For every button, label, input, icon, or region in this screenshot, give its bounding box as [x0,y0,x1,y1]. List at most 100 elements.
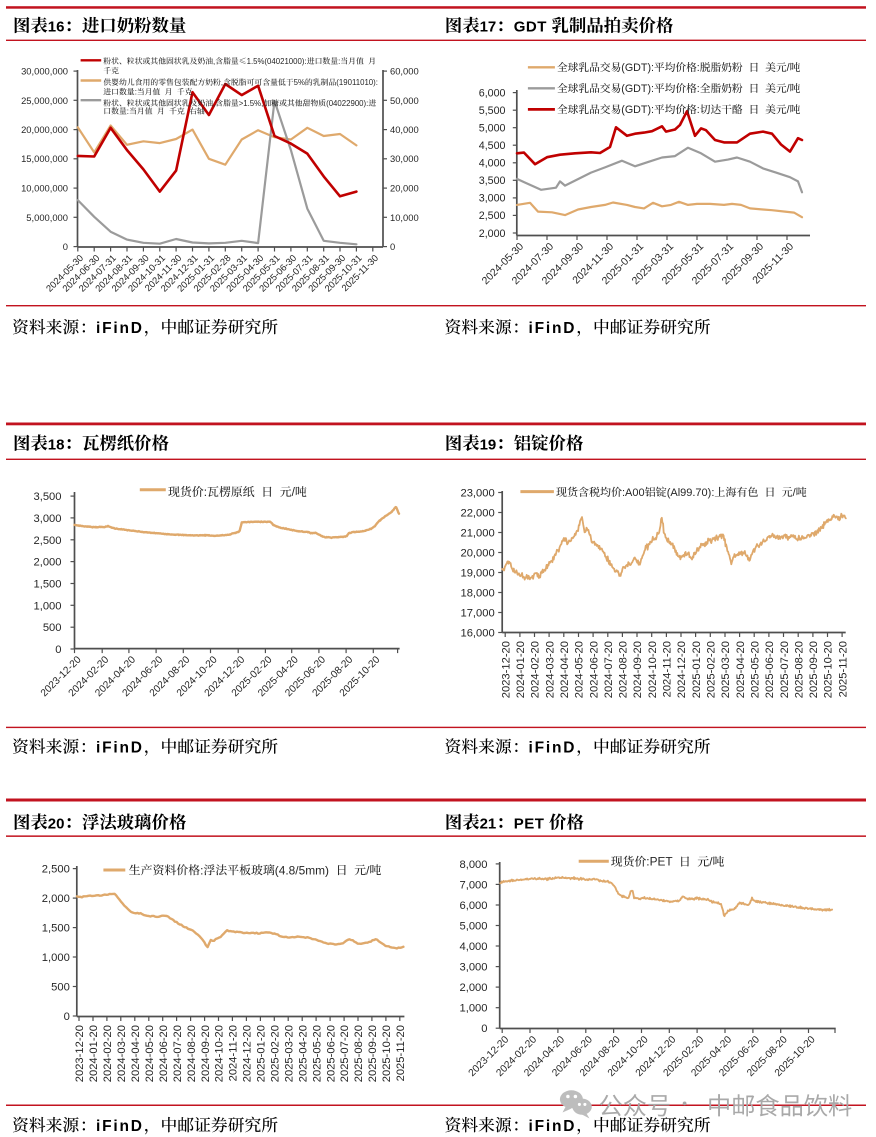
svg-text:2024-04-20: 2024-04-20 [130,1025,142,1082]
svg-text:7,000: 7,000 [460,879,488,891]
svg-text:23,000: 23,000 [460,488,494,500]
svg-text:2023-12-20: 2023-12-20 [74,1025,86,1082]
svg-text:0: 0 [55,644,61,656]
svg-text:5%: 5% [294,78,305,87]
svg-text::A00: :A00 [622,487,645,499]
svg-text:2025-06-20: 2025-06-20 [325,1025,337,1082]
svg-text:22,000: 22,000 [460,508,494,520]
svg-text:20,000: 20,000 [390,183,419,194]
svg-text:3,000: 3,000 [34,513,62,525]
svg-text::: : [697,83,700,95]
svg-text:/: / [292,485,296,499]
svg-text:21,000: 21,000 [460,528,494,540]
svg-text:60,000: 60,000 [390,66,419,77]
svg-text:30,000,000: 30,000,000 [21,66,68,77]
svg-text:1.5%(04021000):: 1.5%(04021000): [247,57,307,66]
svg-text:2025-10-20: 2025-10-20 [381,1025,393,1082]
svg-text:8,000: 8,000 [460,859,488,871]
svg-text:30,000: 30,000 [390,153,419,164]
svg-text:0: 0 [64,1011,70,1023]
svg-text:2024-06-20: 2024-06-20 [588,641,600,698]
svg-text:0: 0 [63,241,68,252]
svg-text:2,500: 2,500 [479,210,506,222]
svg-text:2024-12-20: 2024-12-20 [676,641,688,698]
svg-text:2024-01-20: 2024-01-20 [88,1025,100,1082]
svg-text:2024-11-20: 2024-11-20 [662,641,674,697]
svg-text:2024-02-20: 2024-02-20 [102,1025,114,1082]
svg-text:2024-04-20: 2024-04-20 [559,641,571,698]
svg-text::PET: :PET [646,855,679,869]
svg-text:2024-09-20: 2024-09-20 [632,641,644,698]
svg-text:1,500: 1,500 [42,923,70,935]
svg-text:6,000: 6,000 [460,900,488,912]
svg-text:/: / [709,855,713,869]
svg-text:2025-03-20: 2025-03-20 [283,1025,295,1082]
svg-text:2024-07-20: 2024-07-20 [172,1025,184,1082]
svg-text::: : [135,88,137,97]
svg-text::: : [697,104,700,116]
svg-text:2025-01-20: 2025-01-20 [691,641,703,698]
svg-text::: : [204,485,207,499]
svg-text::: : [338,57,340,66]
svg-text:2024-12-20: 2024-12-20 [242,1025,254,1082]
svg-text:iFinD: iFinD [529,740,577,757]
svg-text:16: 16 [48,19,65,36]
svg-text:GDT: GDT [514,19,552,36]
svg-text:iFinD: iFinD [96,1118,144,1135]
svg-text:(19011010):: (19011010): [336,78,378,87]
svg-text:3,500: 3,500 [479,175,506,187]
svg-text:(04022900):: (04022900): [326,99,368,108]
svg-text:/: / [366,863,370,877]
svg-text:2024-11-20: 2024-11-20 [228,1025,240,1081]
svg-text:2025-04-20: 2025-04-20 [735,641,747,698]
svg-text:2024-05-20: 2024-05-20 [144,1025,156,1082]
svg-text:2024-07-20: 2024-07-20 [603,641,615,698]
svg-text:1,000: 1,000 [460,1003,488,1015]
svg-text:17: 17 [480,19,497,36]
svg-text:3,500: 3,500 [34,491,62,503]
svg-text:2024-01-20: 2024-01-20 [515,641,527,698]
svg-text:iFinD: iFinD [529,1118,577,1135]
svg-text:50,000: 50,000 [390,95,419,106]
svg-text:2025-07-20: 2025-07-20 [779,641,791,698]
svg-text:2025-02-20: 2025-02-20 [706,641,718,698]
svg-text::: : [200,863,203,877]
svg-text:(Al99.70):: (Al99.70): [667,487,715,499]
svg-text:6,000: 6,000 [479,87,506,99]
svg-text:2024-08-20: 2024-08-20 [618,641,630,698]
svg-text:5,000,000: 5,000,000 [26,212,68,223]
svg-text:19,000: 19,000 [460,568,494,580]
svg-text:2023-12-20: 2023-12-20 [500,641,512,698]
svg-text:2025-06-20: 2025-06-20 [764,641,776,698]
svg-text:2025-05-20: 2025-05-20 [311,1025,323,1082]
svg-text:1,000: 1,000 [34,600,62,612]
svg-text:21: 21 [480,815,497,832]
svg-text:,: , [213,99,215,108]
svg-text::: : [127,107,129,116]
svg-text:500: 500 [43,622,62,634]
svg-text:2025-05-20: 2025-05-20 [750,641,762,698]
svg-text:40,000: 40,000 [390,124,419,135]
svg-text:2025-08-20: 2025-08-20 [353,1025,365,1082]
svg-text:>1.5%,: >1.5%, [239,99,264,108]
svg-text:2025-04-20: 2025-04-20 [297,1025,309,1082]
svg-text:/: / [787,62,790,74]
svg-text:500: 500 [51,982,70,994]
svg-text:20: 20 [48,815,65,832]
svg-text:2024-05-20: 2024-05-20 [574,641,586,698]
svg-text:3,000: 3,000 [479,193,506,205]
svg-text:2025-09-20: 2025-09-20 [808,641,820,698]
svg-text:1,500: 1,500 [34,579,62,591]
svg-text:2,000: 2,000 [34,557,62,569]
svg-text:(GDT):: (GDT): [621,83,654,95]
svg-text:3,000: 3,000 [460,962,488,974]
svg-text:5,000: 5,000 [479,123,506,135]
svg-text:18,000: 18,000 [460,588,494,600]
svg-text:2024-09-20: 2024-09-20 [200,1025,212,1082]
svg-text:2024-10-20: 2024-10-20 [214,1025,226,1082]
svg-text:/: / [787,104,790,116]
svg-text:1,000: 1,000 [42,952,70,964]
svg-text:10,000: 10,000 [390,212,419,223]
svg-text:iFinD: iFinD [529,320,577,337]
svg-text:2024-02-20: 2024-02-20 [530,641,542,698]
